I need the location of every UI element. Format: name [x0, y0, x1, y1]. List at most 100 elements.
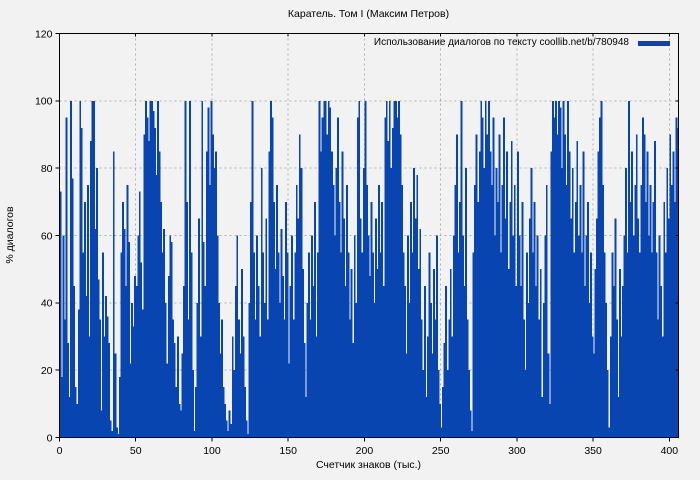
bar: [82, 252, 85, 438]
bar: [614, 218, 617, 438]
x-tick-label: 50: [130, 445, 142, 457]
bar: [440, 427, 443, 438]
bar: [556, 134, 559, 438]
x-tick-label: 150: [279, 445, 297, 457]
bar: [118, 376, 121, 438]
bar: [166, 363, 169, 438]
bar: [489, 151, 492, 438]
bar: [590, 252, 592, 438]
bar: [193, 430, 196, 438]
bar: [609, 336, 612, 438]
bar: [141, 309, 144, 438]
bar: [178, 403, 181, 438]
bar: [132, 326, 135, 438]
bar: [617, 397, 620, 438]
bar: [657, 319, 660, 438]
bar: [210, 100, 213, 438]
bar: [317, 252, 320, 438]
bar: [344, 286, 347, 438]
bar: [262, 252, 265, 438]
bar: [295, 185, 298, 438]
bar: [638, 252, 641, 438]
bar: [381, 201, 384, 438]
bar: [247, 434, 249, 438]
bar: [150, 100, 153, 438]
bar: [196, 302, 199, 438]
bar: [103, 336, 106, 438]
bar: [495, 168, 498, 438]
bar: [416, 174, 419, 438]
bar: [155, 174, 158, 438]
bar: [602, 185, 605, 438]
bar: [379, 252, 382, 438]
bar: [612, 286, 615, 438]
bar: [419, 228, 422, 438]
bar: [646, 151, 649, 438]
bar: [355, 302, 358, 438]
bar: [222, 387, 225, 438]
bar: [260, 168, 263, 438]
bar: [65, 117, 68, 438]
bar: [96, 168, 98, 438]
bar: [631, 151, 634, 438]
bar: [565, 185, 568, 438]
bar: [399, 134, 402, 438]
bar: [333, 235, 336, 438]
bar: [390, 168, 393, 438]
bar: [59, 191, 62, 438]
x-tick-label: 300: [508, 445, 526, 457]
bar: [486, 134, 489, 438]
bar: [518, 235, 521, 438]
bar: [542, 302, 545, 438]
bar: [288, 363, 291, 438]
bar: [510, 141, 513, 438]
y-tick-label: 20: [41, 365, 53, 377]
bar: [106, 316, 109, 438]
bar: [378, 185, 381, 438]
bar: [460, 100, 463, 438]
bar: [391, 127, 394, 438]
bar: [635, 134, 638, 438]
bar: [457, 252, 460, 438]
bar: [571, 168, 574, 438]
bar: [492, 117, 495, 438]
bar: [411, 252, 414, 438]
bar: [198, 218, 201, 438]
bar: [74, 387, 77, 438]
bar: [429, 302, 432, 438]
bar: [149, 100, 152, 438]
x-tick-label: 400: [661, 445, 679, 457]
bar: [524, 370, 527, 438]
bar: [126, 185, 129, 438]
bar: [605, 302, 608, 438]
bar: [577, 235, 580, 438]
bar: [350, 269, 353, 438]
bar: [143, 134, 146, 438]
bar: [628, 100, 631, 438]
bar: [649, 185, 652, 438]
bar: [675, 117, 678, 438]
bar: [472, 252, 475, 438]
bar: [643, 134, 646, 438]
bar: [623, 235, 626, 438]
bar: [494, 235, 496, 438]
bar: [622, 286, 624, 438]
x-tick-label: 350: [584, 445, 602, 457]
bar: [240, 269, 243, 438]
bar: [513, 185, 516, 438]
bar: [487, 100, 490, 438]
bar: [269, 100, 272, 438]
bar: [672, 151, 675, 438]
bar: [641, 117, 644, 438]
bar: [257, 286, 260, 438]
bar: [660, 286, 663, 438]
bar: [533, 201, 536, 438]
bar: [239, 353, 242, 438]
bar: [282, 275, 284, 438]
bar: [169, 235, 172, 438]
bar: [230, 424, 233, 438]
bar: [311, 235, 313, 438]
bar: [503, 117, 506, 438]
bar: [292, 319, 295, 438]
